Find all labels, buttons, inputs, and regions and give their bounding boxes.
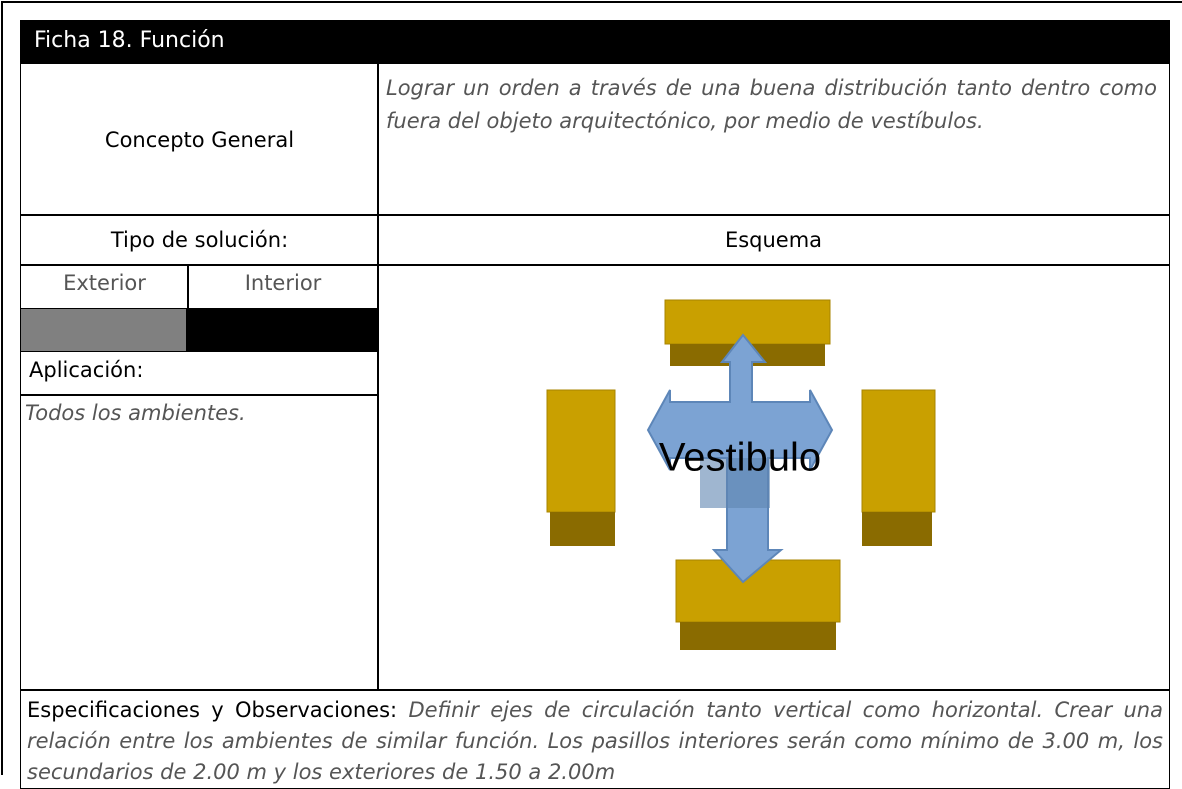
solution-cell: Tipo de solución: — [20, 214, 379, 266]
frame-top — [1, 1, 1182, 3]
frame-left — [1, 1, 3, 775]
application-text-cell: Todos los ambientes. — [20, 394, 379, 691]
specs-label: Especificaciones y Observaciones: — [27, 698, 398, 722]
schema-label: Esquema — [724, 228, 823, 252]
option-interior: Interior — [244, 271, 322, 295]
concept-text-cell: Lograr un orden a través de una buena di… — [377, 63, 1170, 216]
room-box — [675, 559, 841, 650]
diagram: Vestibulo — [546, 299, 936, 650]
concept-cell: Concepto General — [20, 63, 379, 216]
application-label: Aplicación: — [29, 358, 144, 382]
arrow-shade — [700, 458, 770, 508]
option-cell: Exterior — [20, 264, 189, 309]
room-box — [546, 389, 616, 546]
concept-label: Concepto General — [104, 127, 295, 152]
room-box — [861, 389, 936, 546]
option-cell: Interior — [187, 264, 379, 309]
application-cell: Aplicación: — [20, 351, 379, 396]
concept-text: Lograr un orden a través de una buena di… — [386, 76, 1157, 133]
specs: Especificaciones y Observaciones: Defini… — [27, 695, 1163, 788]
application-text: Todos los ambientes. — [25, 401, 246, 425]
schema-cell: Esquema — [377, 214, 1170, 266]
specs-cell: Especificaciones y Observaciones: Defini… — [20, 689, 1170, 789]
option-exterior: Exterior — [63, 271, 146, 295]
header-title: Ficha 18. Función — [20, 20, 1170, 64]
center-label: Vestibulo — [659, 436, 821, 480]
diagram-cell: Vestibulo — [377, 264, 1170, 691]
solution-label: Tipo de solución: — [110, 228, 289, 252]
exterior-swatch — [20, 308, 187, 352]
interior-swatch — [186, 308, 379, 352]
